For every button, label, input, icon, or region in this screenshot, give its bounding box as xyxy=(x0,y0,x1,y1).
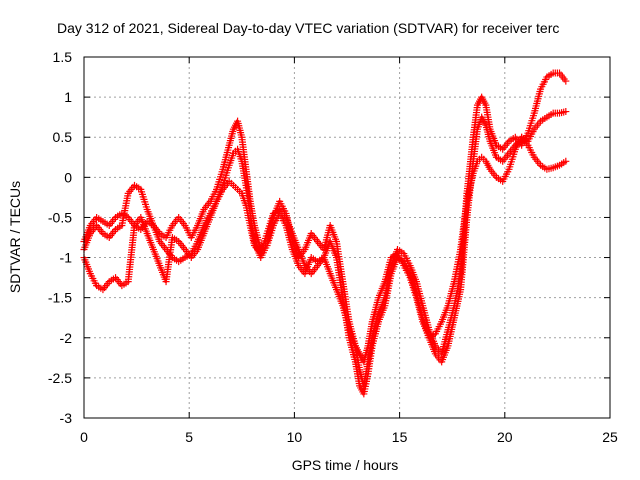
y-tick-label: -0.5 xyxy=(48,209,72,225)
y-tick-label: -3 xyxy=(60,410,73,426)
y-tick-label: -2.5 xyxy=(48,370,72,386)
data-point xyxy=(562,108,570,116)
x-tick-labels: 0 5 10 15 20 25 xyxy=(80,429,618,445)
y-axis-label: SDTVAR / TECUs xyxy=(7,181,23,293)
y-tick-labels: -3 -2.5 -2 -1.5 -1 -0.5 0 0.5 1 1.5 xyxy=(48,49,72,426)
x-tick-label: 25 xyxy=(602,429,618,445)
y-tick-label: -1 xyxy=(60,250,73,266)
y-tick-label: -1.5 xyxy=(48,290,72,306)
y-tick-label: 1 xyxy=(64,89,72,105)
x-tick-label: 20 xyxy=(497,429,513,445)
x-tick-label: 0 xyxy=(80,429,88,445)
y-tick-label: 1.5 xyxy=(53,49,73,65)
y-tick-label: 0 xyxy=(64,169,72,185)
y-tick-label: 0.5 xyxy=(53,129,73,145)
data-point xyxy=(562,77,570,85)
plot-frame xyxy=(83,56,611,419)
data-point xyxy=(562,157,570,165)
chart-title: Day 312 of 2021, Sidereal Day-to-day VTE… xyxy=(57,20,559,36)
x-tick-label: 5 xyxy=(185,429,193,445)
x-tick-label: 15 xyxy=(392,429,408,445)
x-axis-label: GPS time / hours xyxy=(292,457,399,473)
data-points xyxy=(80,69,570,398)
x-tick-label: 10 xyxy=(287,429,303,445)
y-tick-label: -2 xyxy=(60,330,73,346)
